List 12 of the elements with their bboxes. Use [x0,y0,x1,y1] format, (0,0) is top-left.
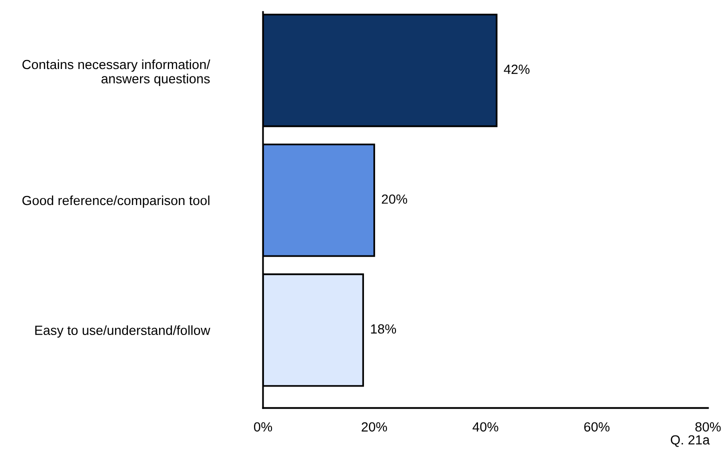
x-tick-label: 60% [584,422,610,432]
y-tick-label: Easy to use/understand/follow [35,325,210,338]
x-tick-label: 40% [472,422,498,432]
x-tick-label: 20% [362,422,387,432]
text: Q. 21a [670,435,710,447]
x-tick-label: 0% [254,422,272,432]
x-tick-label: 80% [695,422,721,432]
y-tick-label: Good reference/comparison tool [22,195,210,208]
y-tick-label: Contains necessary information/ answers questions [22,59,210,86]
data-label: 20% [382,194,408,204]
data-label: 42% [504,64,530,74]
data-label: 18% [371,324,396,334]
